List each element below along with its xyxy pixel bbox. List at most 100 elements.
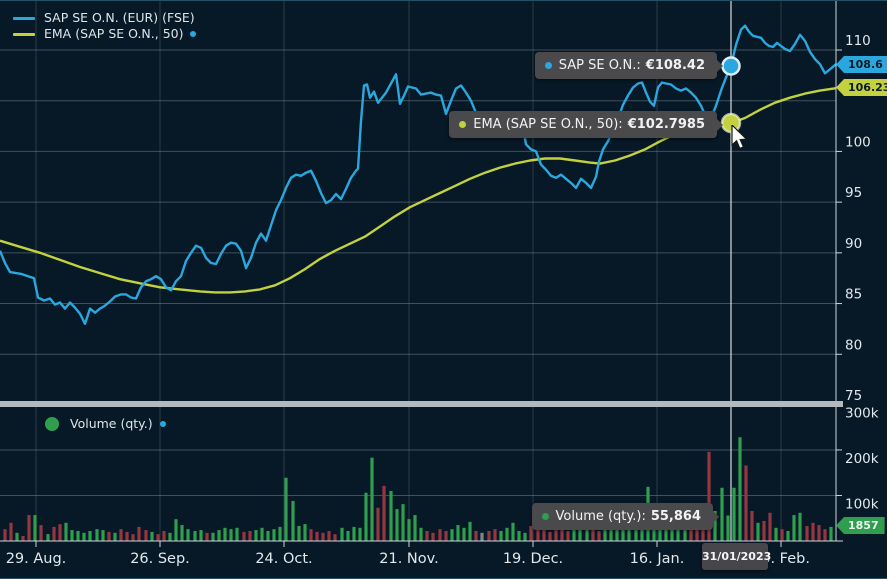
volume-bar xyxy=(21,535,25,541)
volume-bar xyxy=(229,529,233,541)
volume-bar xyxy=(333,534,337,541)
volume-bar xyxy=(780,529,784,541)
ema-series-swatch xyxy=(13,32,35,36)
legend-item-volume[interactable]: Volume (qty.) xyxy=(45,416,166,432)
volume-bar xyxy=(266,530,270,541)
volume-bar xyxy=(713,510,717,541)
volume-bar xyxy=(450,529,454,541)
volume-bar xyxy=(474,530,478,541)
volume-bar xyxy=(634,529,638,541)
volume-bar xyxy=(640,525,644,541)
ema-series-label: EMA (SAP SE O.N., 50) xyxy=(44,26,184,41)
volume-bar xyxy=(670,527,674,541)
axis-label: 16. Jan. xyxy=(630,551,685,567)
volume-bar xyxy=(205,532,209,541)
volume-bar xyxy=(419,527,423,541)
ema-tooltip: EMA (SAP SE O.N., 50): €102.7985 xyxy=(449,111,723,138)
volume-bar xyxy=(560,519,564,541)
volume-bar xyxy=(480,532,484,541)
volume-bar xyxy=(315,531,319,541)
volume-bar xyxy=(370,457,374,541)
volume-bar xyxy=(805,525,809,541)
price-line xyxy=(0,24,837,325)
axis-label: 95 xyxy=(845,185,862,201)
volume-bar xyxy=(603,527,607,541)
volume-bar xyxy=(211,532,215,541)
volume-bar xyxy=(131,534,135,541)
volume-bar xyxy=(732,487,736,541)
volume-bar xyxy=(64,522,68,541)
volume-bar xyxy=(658,522,662,541)
price-line-series xyxy=(0,24,837,325)
volume-bar xyxy=(125,531,129,541)
volume-bar xyxy=(499,530,503,541)
volume-bar xyxy=(683,526,687,541)
volume-bar xyxy=(438,529,442,541)
volume-bar xyxy=(70,530,74,541)
volume-bar xyxy=(199,530,203,541)
pane-separator[interactable] xyxy=(0,401,843,407)
volume-bar xyxy=(389,490,393,541)
price-gridlines xyxy=(0,49,836,406)
volume-bar xyxy=(597,530,601,541)
volume-bar xyxy=(309,529,313,541)
volume-bar xyxy=(542,529,546,541)
volume-bar xyxy=(340,527,344,541)
volume-bar xyxy=(621,524,625,541)
volume-bar xyxy=(798,512,802,541)
volume-bars xyxy=(3,437,833,541)
vertical-gridlines xyxy=(35,1,782,541)
volume-bar xyxy=(585,530,589,541)
volume-bar xyxy=(456,525,460,541)
volume-tooltip-label: Volume (qty.): xyxy=(555,509,646,524)
ema-tooltip-value: €102.7985 xyxy=(627,117,705,132)
volume-bar xyxy=(58,524,62,541)
volume-bar xyxy=(382,485,386,541)
legend-item-ema[interactable]: EMA (SAP SE O.N., 50) xyxy=(13,26,197,42)
volume-bar xyxy=(401,504,405,541)
volume-bar xyxy=(786,530,790,541)
volume-bar xyxy=(297,525,301,541)
volume-bar xyxy=(609,525,613,541)
volume-bar xyxy=(511,522,515,541)
volume-bar xyxy=(487,530,491,541)
volume-bar xyxy=(346,530,350,541)
volume-bar xyxy=(444,530,448,541)
volume-bar xyxy=(523,532,527,541)
volume-tooltip-dot-icon xyxy=(541,513,549,520)
ema-axis-tag: 106.2346 xyxy=(836,79,887,96)
volume-bar xyxy=(150,531,154,541)
volume-bar xyxy=(548,531,552,541)
right-axis xyxy=(0,1,843,542)
legend-item-price[interactable]: SAP SE O.N. (EUR) (FSE) xyxy=(13,10,196,26)
axis-label: 200k xyxy=(845,451,879,467)
volume-bar xyxy=(762,520,766,541)
volume-gridlines xyxy=(0,449,836,496)
price-tooltip-label: SAP SE O.N.: xyxy=(558,58,641,73)
volume-bar xyxy=(327,530,331,541)
volume-bar xyxy=(272,529,276,541)
volume-bar xyxy=(572,526,576,541)
volume-bar xyxy=(248,530,252,541)
volume-bar xyxy=(260,527,264,541)
volume-bar xyxy=(144,530,148,541)
volume-bar xyxy=(792,515,796,541)
price-tooltip-value: €108.42 xyxy=(645,58,705,73)
volume-axis-tag: 1857 xyxy=(836,517,885,534)
axis-label: 75 xyxy=(845,388,862,404)
volume-bar xyxy=(284,477,288,541)
axis-label: 110 xyxy=(845,33,871,49)
volume-bar xyxy=(395,509,399,541)
axis-label: 85 xyxy=(845,287,862,303)
volume-bar xyxy=(720,487,724,541)
volume-bar xyxy=(235,527,239,541)
axis-label: 19. Dec. xyxy=(503,551,563,567)
volume-bar xyxy=(217,530,221,541)
volume-bar xyxy=(829,526,833,541)
volume-bar xyxy=(352,526,356,541)
volume-bar xyxy=(9,522,13,541)
ema-tooltip-label: EMA (SAP SE O.N., 50): xyxy=(473,117,623,132)
price-series-label: SAP SE O.N. (EUR) (FSE) xyxy=(44,10,195,25)
price-axis-tag: 108.6 xyxy=(836,56,887,73)
